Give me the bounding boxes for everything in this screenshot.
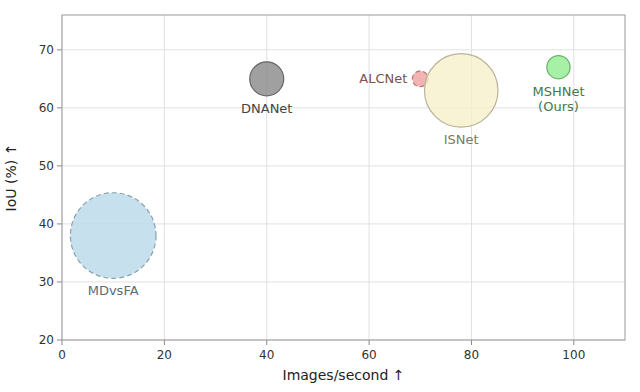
grid-line (62, 165, 625, 166)
tick-mark (57, 223, 62, 224)
tick-mark (57, 281, 62, 282)
plot-frame (62, 15, 625, 340)
grid-line (62, 49, 625, 50)
point-label: MSHNet(Ours) (532, 84, 584, 115)
labels: MDvsFA DNANet ALCNet ISNet MSHNet(Ours) (88, 71, 585, 298)
bubble (250, 62, 284, 96)
tick-label: 0 (58, 348, 66, 362)
tick-mark (57, 165, 62, 166)
y-axis-label: IoU (%) ↑ (3, 144, 19, 212)
tick-label: 30 (39, 275, 54, 289)
tick-mark (57, 340, 62, 341)
bubbles (70, 54, 570, 279)
tick-label: 70 (39, 43, 54, 57)
tick-label: 60 (39, 101, 54, 115)
tick-mark (57, 107, 62, 108)
tick-label: 20 (39, 333, 54, 347)
chart: 0 20 40 60 80 100 20 30 40 50 60 70 Images/second ↑ I… (0, 0, 640, 392)
tick-mark (573, 340, 574, 345)
x-axis-label: Images/second ↑ (283, 367, 405, 383)
tick-label: 40 (259, 348, 274, 362)
tick-label: 20 (157, 348, 172, 362)
grid-line (164, 15, 165, 340)
plot-area (62, 15, 625, 340)
point-label: DNANet (241, 101, 292, 116)
tick-mark (164, 340, 165, 345)
tick-label: 80 (464, 348, 479, 362)
bubble (70, 193, 156, 279)
grid-line (369, 15, 370, 340)
grid-line (573, 15, 574, 340)
point-label: ISNet (444, 132, 479, 147)
tick-label: 40 (39, 217, 54, 231)
bubble (424, 54, 497, 127)
point-label: MDvsFA (88, 283, 139, 298)
tick-mark (57, 49, 62, 50)
tick-label: 60 (361, 348, 376, 362)
grid-line (62, 281, 625, 282)
tick-mark (266, 340, 267, 345)
tick-label: 50 (39, 159, 54, 173)
tick-mark (369, 340, 370, 345)
point-label: ALCNet (359, 71, 407, 86)
bubble (547, 56, 570, 79)
tick-label: 100 (562, 348, 585, 362)
tick-mark (62, 340, 63, 345)
grid (62, 15, 625, 340)
tick-mark (471, 340, 472, 345)
